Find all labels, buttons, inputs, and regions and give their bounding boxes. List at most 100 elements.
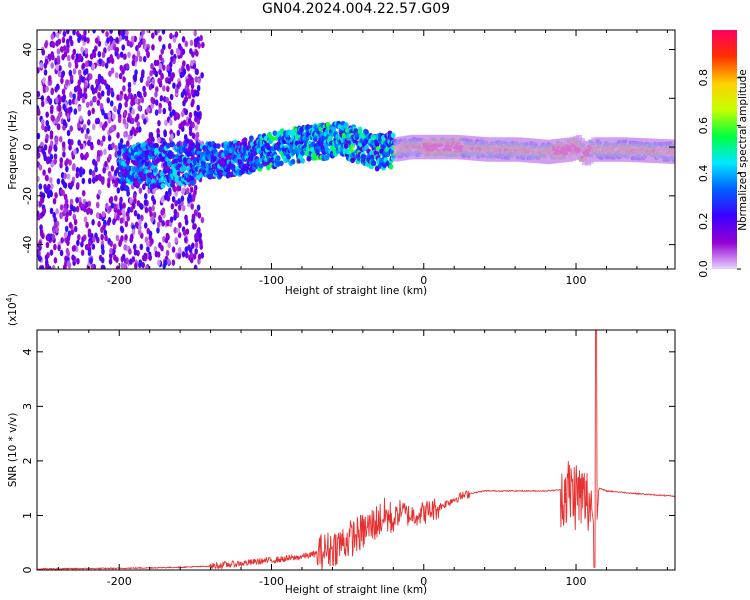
spectrogram-halo <box>408 134 415 160</box>
spectrogram-cell <box>153 245 158 253</box>
spectrogram-cell <box>44 174 49 182</box>
spectrogram-halo <box>417 134 424 160</box>
spectrogram-cell <box>92 236 96 243</box>
spectrogram-cell <box>103 79 107 86</box>
spectrogram-cell <box>189 251 194 259</box>
spectrogram-cell <box>73 148 77 156</box>
spectrogram-x-axis-label: Height of straight line (km) <box>285 285 427 297</box>
spectrogram-halo <box>572 135 579 161</box>
spectrogram-halo <box>664 139 671 164</box>
spectrogram-halo <box>557 138 564 163</box>
spectrogram-cell <box>143 199 148 206</box>
spectrogram-cell <box>84 201 89 208</box>
spectrogram-cell <box>124 234 128 241</box>
spectrogram-halo <box>499 137 506 162</box>
spectrogram-cell <box>167 241 171 249</box>
spectrogram-cell <box>64 198 69 205</box>
spectrogram-halo <box>429 134 436 160</box>
spectrogram-cell <box>62 103 66 111</box>
spectrogram-cell <box>184 246 189 253</box>
spectrogram-cell <box>84 243 89 251</box>
spectrogram-halo <box>612 137 619 162</box>
spectrogram-cell <box>172 82 176 89</box>
spectrogram-cell <box>123 262 127 269</box>
spectrogram-cell <box>94 165 98 173</box>
spectrogram-halo <box>600 137 607 162</box>
spectrogram-cell <box>104 62 109 69</box>
spectrogram-cell <box>69 198 74 205</box>
spectrogram-cell <box>191 213 196 220</box>
spectrogram-cell <box>169 111 173 118</box>
spectrogram-cell <box>145 264 149 269</box>
spectrogram-cell <box>177 198 181 205</box>
spectrogram-cell <box>161 208 166 215</box>
spectrogram-cell <box>107 45 111 52</box>
spectrogram-cell <box>63 207 67 214</box>
spectrogram-cell <box>166 160 172 167</box>
snr-y-multiplier-exp: 4 <box>5 297 14 302</box>
spectrogram-cell <box>42 169 46 176</box>
spectrogram-cell <box>80 46 84 53</box>
spectrogram-cell <box>98 58 102 65</box>
snr-y-tick-label: 3 <box>21 403 34 410</box>
spectrogram-cell <box>180 121 185 128</box>
spectrogram-cell <box>111 142 115 149</box>
spectrogram-cell <box>77 79 82 86</box>
spectrogram-cell <box>85 221 89 229</box>
spectrogram-cell <box>81 177 86 185</box>
spectrogram-cell <box>180 195 185 202</box>
spectrogram-cell <box>124 34 129 42</box>
colorbar-gradient <box>712 30 737 269</box>
spectrogram-cell <box>171 246 176 253</box>
spectrogram-cell <box>118 209 123 216</box>
spectrogram-cell <box>44 259 49 266</box>
spectrogram-cell <box>119 51 124 58</box>
spectrogram-cell <box>91 123 96 131</box>
spectrogram-cell <box>189 175 195 182</box>
spectrogram-cell <box>89 208 94 215</box>
spectrogram-cell <box>105 30 109 38</box>
spectrogram-cell <box>89 100 93 107</box>
spectrogram-y-axis-label: Frequency (Hz) <box>7 110 19 189</box>
spectrogram-cell <box>125 63 130 70</box>
snr-panel: -200 -100 0 100 0 1 2 3 4 Height of straight lin… <box>5 293 676 596</box>
spectrogram-halo <box>426 134 433 160</box>
spectrogram-cell <box>189 39 194 47</box>
spectrogram-cell <box>55 83 60 90</box>
spectrogram-cell <box>158 54 163 61</box>
spectrogram-halo <box>585 141 592 166</box>
spectrogram-cells <box>37 30 675 269</box>
spectrogram-cell <box>45 234 50 241</box>
spectrogram-cell <box>267 132 272 139</box>
spectrogram-cell <box>114 47 119 54</box>
spectrogram-cell <box>124 185 130 192</box>
spectrogram-cell <box>57 30 62 35</box>
spectrogram-cell <box>151 32 155 39</box>
spectrogram-cell <box>133 210 138 217</box>
spectrogram-halo <box>606 137 613 162</box>
spectrogram-cell <box>160 245 164 252</box>
spectrogram-cell <box>193 30 198 37</box>
spectrogram-cell <box>50 62 54 69</box>
spectrogram-cell <box>183 236 188 244</box>
spectrogram-halo <box>438 134 445 160</box>
spectrogram-cell <box>174 237 179 244</box>
page-title: GN04.2024.004.22.57.G09 <box>261 1 451 17</box>
spectrogram-cell <box>177 49 181 56</box>
spectrogram-cell <box>47 167 52 174</box>
spectrogram-cell <box>184 84 189 92</box>
spectrogram-cell <box>55 226 59 234</box>
snr-frame <box>36 329 676 571</box>
spectrogram-cell <box>64 225 69 233</box>
spectrogram-cell <box>151 44 155 51</box>
spectrogram-cell <box>52 227 56 234</box>
spectrogram-halo <box>624 137 631 162</box>
snr-x-tick-label: -100 <box>259 575 284 588</box>
snr-ticks: -200 -100 0 100 0 1 2 3 4 <box>21 330 675 588</box>
spectrogram-cell <box>100 244 105 251</box>
spectrogram-cell <box>158 35 162 42</box>
spectrogram-cell <box>130 117 135 125</box>
spectrogram-cell <box>37 210 40 217</box>
spectrogram-cell <box>84 133 89 140</box>
